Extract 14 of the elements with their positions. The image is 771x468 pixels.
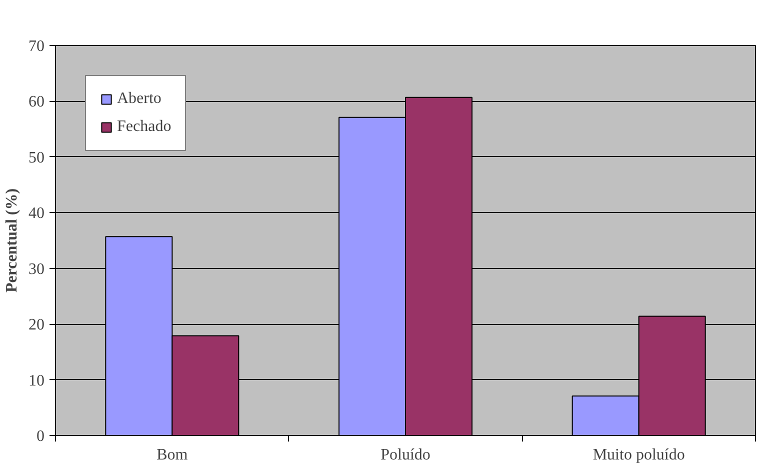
- x-tick-label: Muito poluído: [592, 446, 685, 464]
- x-tick-label: Bom: [156, 446, 188, 464]
- y-tick-label: 40: [28, 205, 44, 222]
- legend-label: Aberto: [117, 90, 162, 108]
- y-tick-label: 50: [28, 149, 44, 166]
- y-tick-label: 70: [28, 38, 44, 55]
- y-tick-label: 30: [28, 260, 44, 278]
- legend-label: Fechado: [117, 118, 172, 136]
- y-tick-label: 0: [36, 428, 44, 445]
- x-tick-label: Poluído: [380, 446, 430, 464]
- y-axis-title: Percentual (%): [4, 188, 20, 293]
- y-tick-label: 60: [28, 94, 44, 111]
- y-tick-label: 10: [28, 372, 44, 390]
- y-tick-label: 20: [28, 316, 44, 334]
